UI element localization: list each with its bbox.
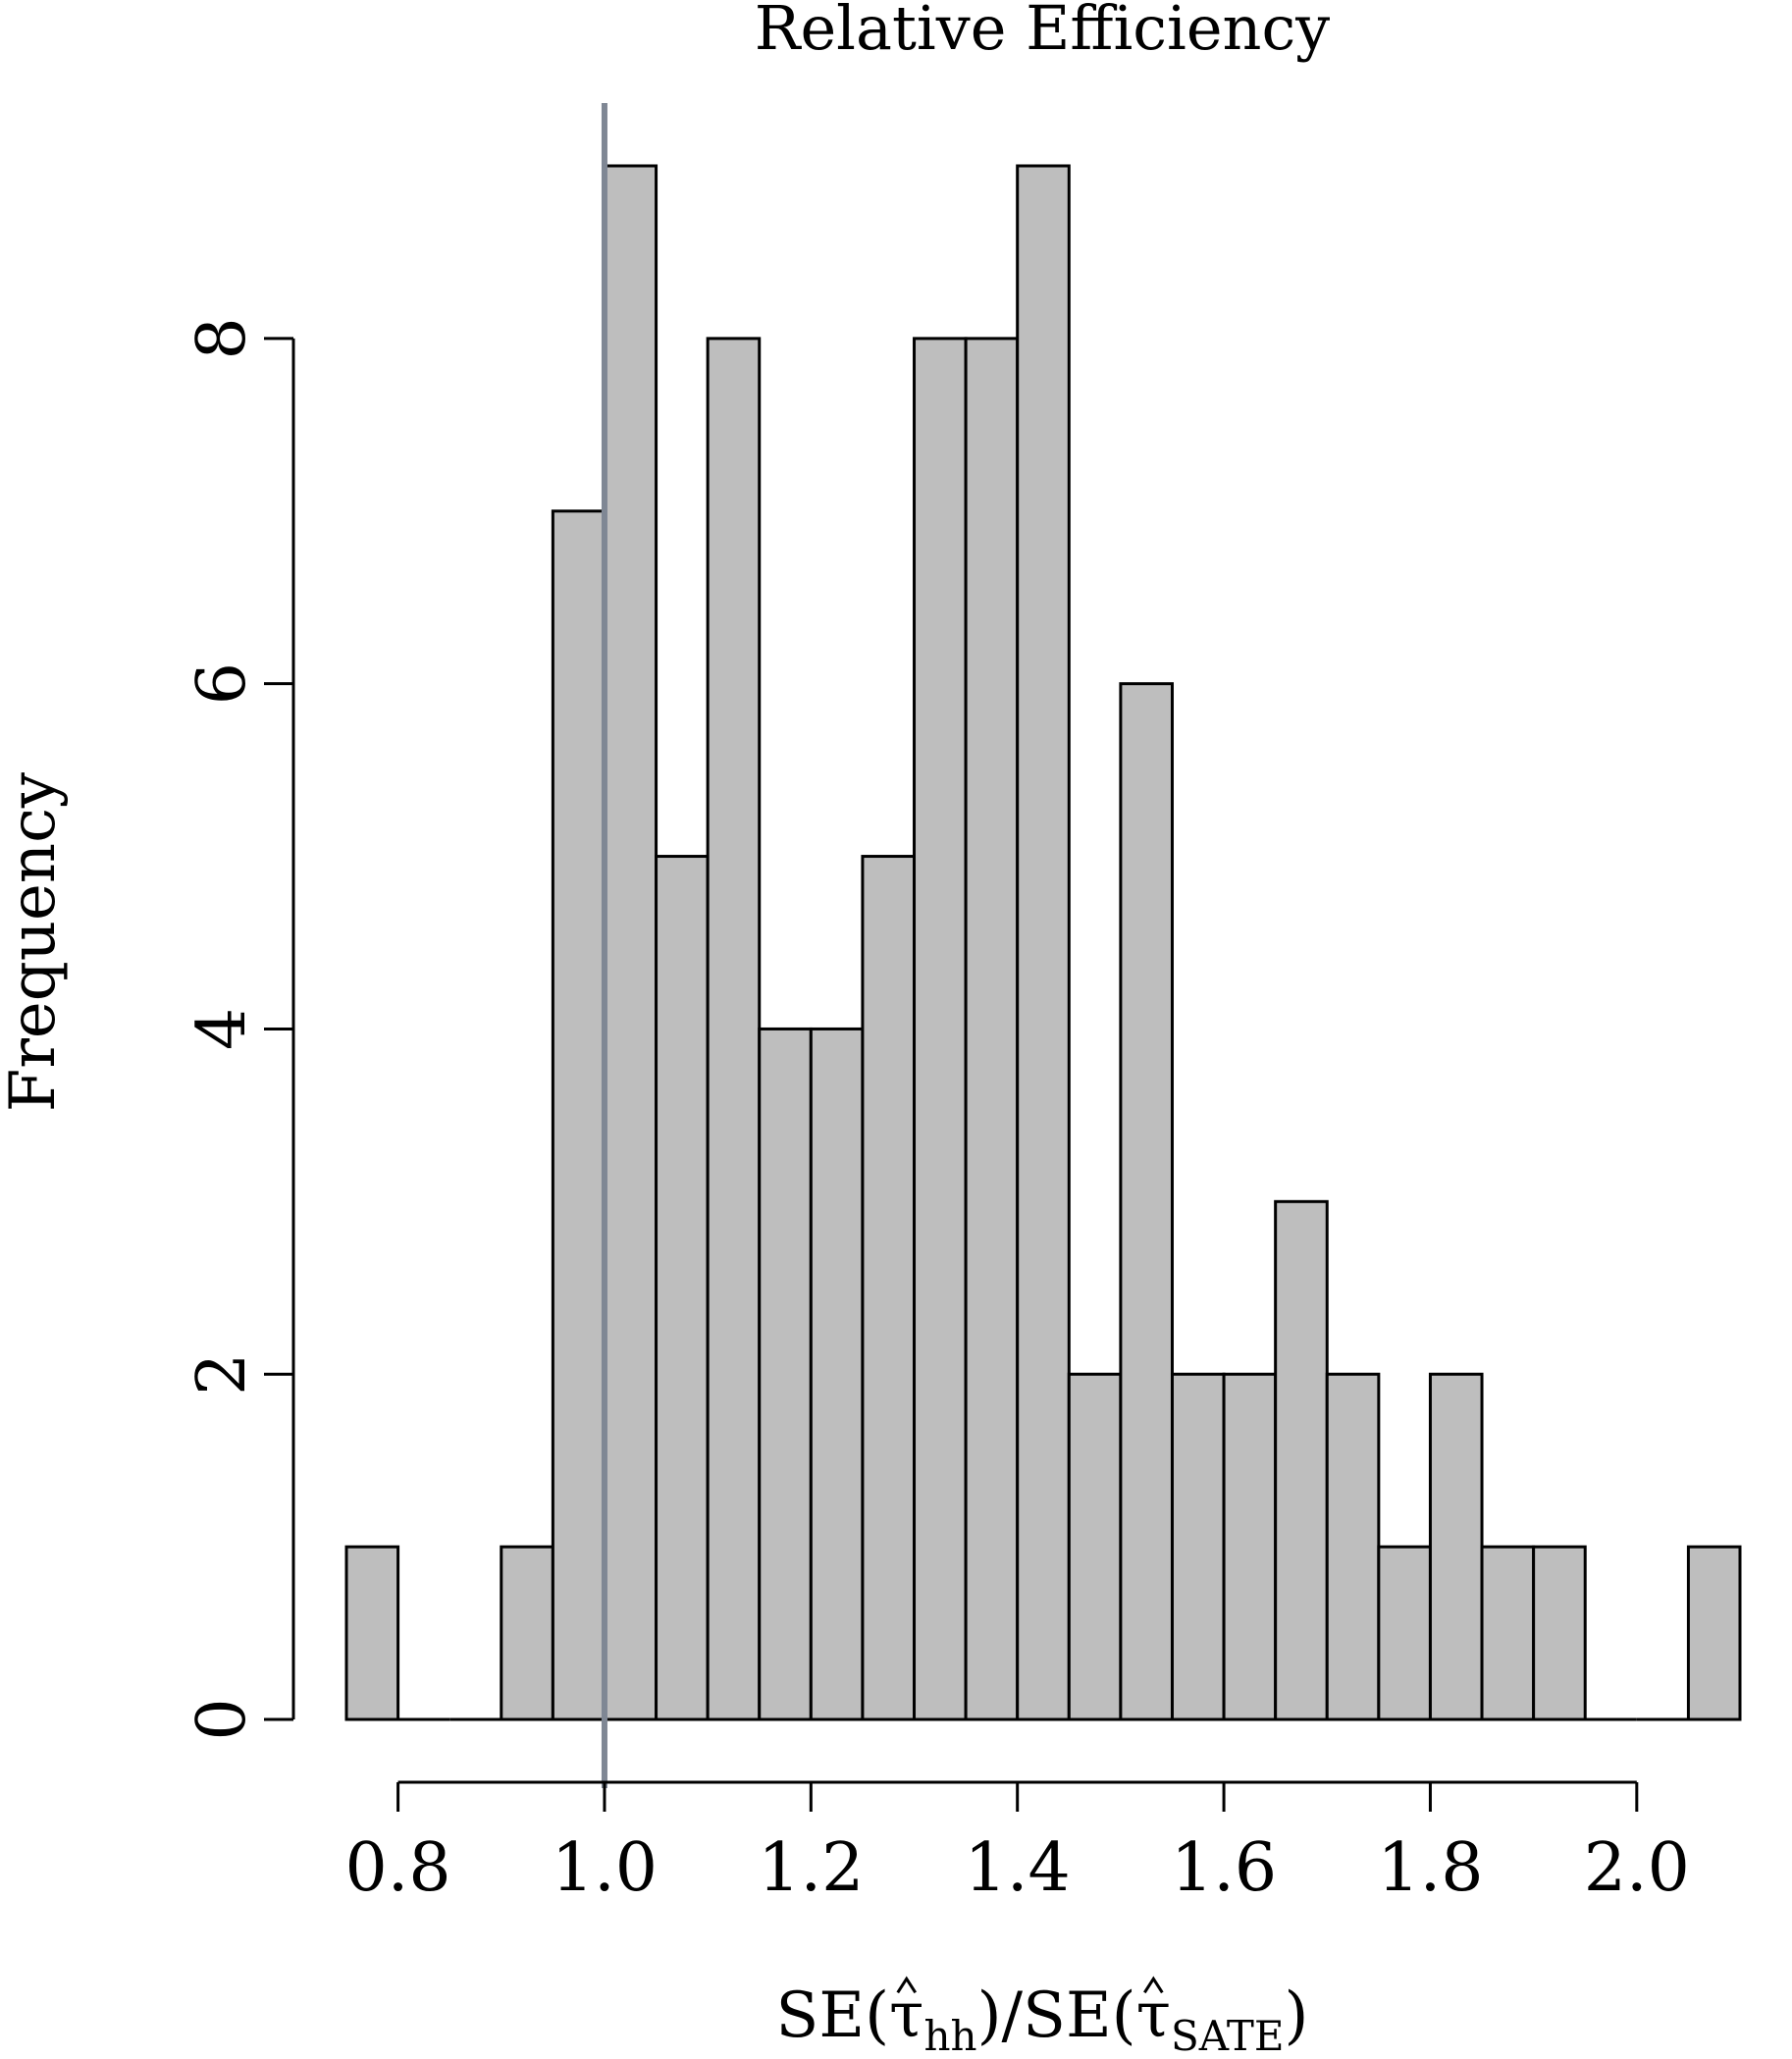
histogram-bar bbox=[1377, 1545, 1432, 1721]
x-tick-label: 0.8 bbox=[345, 1829, 451, 1907]
histogram-bar bbox=[1119, 682, 1174, 1721]
histogram-bar bbox=[655, 855, 710, 1721]
histogram-bar bbox=[1480, 1545, 1536, 1721]
histogram-bar bbox=[964, 337, 1020, 1721]
histogram-bar bbox=[1016, 164, 1071, 1721]
chart-title: Relative Efficiency bbox=[755, 0, 1330, 64]
histogram-bar bbox=[500, 1545, 554, 1721]
x-label-suffix: ) bbox=[1285, 1980, 1309, 2052]
histogram-bar bbox=[861, 855, 917, 1721]
histogram-bar bbox=[551, 509, 606, 1721]
hat-accent bbox=[1143, 1976, 1164, 1994]
x-axis-label: SE(τhh)/SE(τSATE) bbox=[776, 1980, 1309, 2059]
x-tick-label: 2.0 bbox=[1584, 1829, 1690, 1907]
x-tick-label: 1.2 bbox=[758, 1829, 864, 1907]
histogram-bar bbox=[1222, 1372, 1278, 1721]
histogram-bar bbox=[758, 1027, 813, 1721]
y-tick-label: 6 bbox=[184, 662, 261, 705]
histogram-bar bbox=[809, 1027, 865, 1721]
histogram-bar bbox=[603, 164, 659, 1721]
histogram-bar bbox=[1686, 1545, 1742, 1721]
x-tick-label: 1.4 bbox=[965, 1829, 1071, 1907]
x-tick-label: 1.6 bbox=[1171, 1829, 1277, 1907]
histogram-bar bbox=[1532, 1545, 1587, 1721]
x-label-sub-hh: hh bbox=[923, 2012, 976, 2059]
histogram-bar bbox=[913, 337, 968, 1721]
histogram-bar bbox=[1274, 1199, 1329, 1721]
y-tick-label: 0 bbox=[184, 1698, 261, 1740]
y-axis-label: Frequency bbox=[0, 772, 70, 1112]
histogram-bars bbox=[344, 164, 1742, 1721]
histogram-bar bbox=[706, 337, 762, 1721]
histogram-bar bbox=[1170, 1372, 1226, 1721]
hat-accent bbox=[896, 1976, 918, 1994]
x-axis: 0.8 1.0 1.2 1.4 1.6 1.8 2.0 bbox=[345, 1780, 1690, 1907]
y-tick-label: 2 bbox=[184, 1353, 261, 1396]
y-axis: 0 2 4 6 8 bbox=[184, 317, 295, 1741]
x-label-middle: )/SE( bbox=[977, 1980, 1136, 2052]
y-tick-label: 4 bbox=[184, 1008, 261, 1050]
x-label-sub-sate: SATE bbox=[1171, 2012, 1284, 2059]
x-label-tau-1: τ bbox=[889, 1980, 923, 2052]
histogram-bar bbox=[1325, 1372, 1381, 1721]
histogram-bar bbox=[1067, 1372, 1123, 1721]
histogram-bar bbox=[1428, 1372, 1484, 1721]
x-tick-label: 1.8 bbox=[1377, 1829, 1483, 1907]
y-tick-label: 8 bbox=[184, 317, 261, 359]
x-label-prefix: SE( bbox=[776, 1980, 890, 2052]
histogram-bar bbox=[344, 1545, 400, 1721]
x-label-tau-2: τ bbox=[1136, 1980, 1171, 2052]
x-tick-label: 1.0 bbox=[552, 1829, 658, 1907]
